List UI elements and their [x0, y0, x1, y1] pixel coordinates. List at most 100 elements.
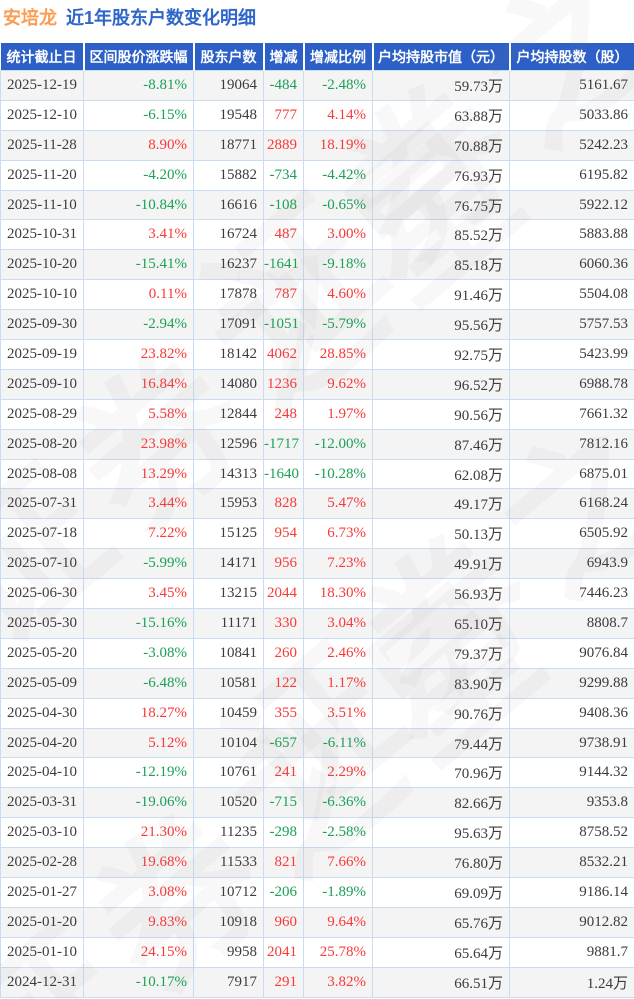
delta-pct-cell: 7.66%	[303, 847, 373, 879]
delta-pct-cell: -6.36%	[303, 787, 373, 819]
avg-value-cell: 70.88万	[372, 129, 510, 161]
holders-cell: 18142	[193, 339, 264, 370]
column-header: 户均持股数（股）	[509, 43, 634, 71]
table-row: 2025-08-08 13.29% 14313 -1640 -10.28% 62.08万 6…	[0, 458, 634, 490]
avg-value-cell: 79.44万	[372, 727, 510, 759]
delta-pct-cell: 18.19%	[303, 129, 373, 161]
delta-cell: 956	[263, 548, 304, 580]
avg-value-cell: 90.56万	[372, 398, 510, 430]
avg-shares-cell: 5883.88	[509, 219, 634, 251]
avg-shares-cell: 8758.52	[509, 817, 634, 849]
holders-cell: 11533	[193, 847, 264, 879]
table-row: 2025-03-10 21.30% 11235 -298 -2.58% 95.63万 875…	[0, 817, 634, 849]
date-cell: 2025-12-19	[0, 70, 84, 101]
avg-value-cell: 65.76万	[372, 906, 510, 938]
delta-cell: 241	[263, 757, 304, 789]
delta-pct-cell: 9.64%	[303, 906, 373, 938]
avg-value-cell: 59.73万	[372, 70, 510, 101]
avg-shares-cell: 5033.86	[509, 99, 634, 131]
avg-shares-cell: 5242.23	[509, 129, 634, 161]
avg-value-cell: 65.64万	[372, 936, 510, 968]
avg-value-cell: 56.93万	[372, 578, 510, 610]
avg-shares-cell: 8532.21	[509, 847, 634, 879]
delta-pct-cell: -5.79%	[303, 309, 373, 341]
avg-value-cell: 62.08万	[372, 458, 510, 490]
delta-cell: -206	[263, 877, 304, 908]
column-header: 增减比例	[303, 43, 374, 71]
delta-cell: -1640	[263, 458, 304, 490]
delta-cell: 2044	[263, 578, 304, 610]
price-change-cell: 24.15%	[83, 936, 194, 968]
shareholder-table: 统计截止日 区间股价涨跌幅 股东户数 增减 增减比例 户均持股市值（元） 户均持股数（股） …	[0, 43, 634, 998]
table-row: 2024-12-31 -10.17% 7917 291 3.82% 66.51万 1.24万	[0, 966, 634, 998]
date-cell: 2025-03-31	[0, 787, 84, 819]
column-header: 增减	[263, 43, 305, 71]
delta-cell: 291	[263, 966, 304, 998]
delta-cell: 2889	[263, 129, 304, 161]
delta-pct-cell: -9.18%	[303, 249, 373, 281]
table-row: 2025-07-31 3.44% 15953 828 5.47% 49.17万 6168.2…	[0, 488, 634, 520]
delta-cell: 355	[263, 697, 304, 729]
table-row: 2025-08-20 23.98% 12596 -1717 -12.00% 87.46万 7…	[0, 428, 634, 460]
date-cell: 2025-05-20	[0, 637, 84, 669]
holders-cell: 14313	[193, 458, 264, 490]
avg-shares-cell: 7446.23	[509, 578, 634, 610]
table-row: 2025-11-20 -4.20% 15882 -734 -4.42% 76.93万 619…	[0, 159, 634, 191]
table-row: 2025-01-27 3.08% 10712 -206 -1.89% 69.09万 9186…	[0, 877, 634, 908]
table-row: 2025-02-28 19.68% 11533 821 7.66% 76.80万 8532.…	[0, 847, 634, 879]
table-row: 2025-11-10 -10.84% 16616 -108 -0.65% 76.75万 59…	[0, 189, 634, 221]
date-cell: 2025-06-30	[0, 578, 84, 610]
avg-value-cell: 79.37万	[372, 637, 510, 669]
date-cell: 2025-12-10	[0, 99, 84, 131]
delta-pct-cell: 6.73%	[303, 518, 373, 550]
price-change-cell: 3.41%	[83, 219, 194, 251]
delta-pct-cell: 3.04%	[303, 608, 373, 639]
delta-cell: 330	[263, 608, 304, 639]
table-row: 2025-04-10 -12.19% 10761 241 2.29% 70.96万 9144…	[0, 757, 634, 789]
table-row: 2025-01-10 24.15% 9958 2041 25.78% 65.64万 9881…	[0, 936, 634, 968]
delta-pct-cell: 1.17%	[303, 667, 373, 699]
delta-cell: -298	[263, 817, 304, 849]
delta-pct-cell: -1.89%	[303, 877, 373, 908]
holders-cell: 10841	[193, 637, 264, 669]
table-row: 2025-03-31 -19.06% 10520 -715 -6.36% 82.66万 93…	[0, 787, 634, 819]
delta-pct-cell: 3.82%	[303, 966, 373, 998]
date-cell: 2025-08-29	[0, 398, 84, 430]
delta-pct-cell: 4.60%	[303, 279, 373, 311]
delta-pct-cell: -2.58%	[303, 817, 373, 849]
table-row: 2025-10-20 -15.41% 16237 -1641 -9.18% 85.18万 6…	[0, 249, 634, 281]
date-cell: 2025-07-31	[0, 488, 84, 520]
avg-value-cell: 76.75万	[372, 189, 510, 221]
price-change-cell: -19.06%	[83, 787, 194, 819]
avg-shares-cell: 9353.8	[509, 787, 634, 819]
delta-pct-cell: -6.11%	[303, 727, 373, 759]
avg-shares-cell: 5504.08	[509, 279, 634, 311]
delta-cell: -657	[263, 727, 304, 759]
delta-pct-cell: 3.00%	[303, 219, 373, 251]
holders-cell: 10761	[193, 757, 264, 789]
holders-cell: 16724	[193, 219, 264, 251]
table-row: 2025-10-10 0.11% 17878 787 4.60% 91.46万 5504.0…	[0, 279, 634, 311]
date-cell: 2025-07-10	[0, 548, 84, 580]
delta-pct-cell: -10.28%	[303, 458, 373, 490]
avg-value-cell: 70.96万	[372, 757, 510, 789]
avg-value-cell: 92.75万	[372, 339, 510, 370]
date-cell: 2025-03-10	[0, 817, 84, 849]
price-change-cell: 9.83%	[83, 906, 194, 938]
avg-value-cell: 76.80万	[372, 847, 510, 879]
holders-cell: 16237	[193, 249, 264, 281]
avg-shares-cell: 9408.36	[509, 697, 634, 729]
delta-cell: 2041	[263, 936, 304, 968]
delta-cell: 4062	[263, 339, 304, 370]
price-change-cell: -5.99%	[83, 548, 194, 580]
delta-pct-cell: 1.97%	[303, 398, 373, 430]
avg-value-cell: 90.76万	[372, 697, 510, 729]
table-row: 2025-11-28 8.90% 18771 2889 18.19% 70.88万 5242…	[0, 129, 634, 161]
table-row: 2025-07-18 7.22% 15125 954 6.73% 50.13万 6505.9…	[0, 518, 634, 550]
date-cell: 2025-09-30	[0, 309, 84, 341]
table-row: 2025-05-30 -15.16% 11171 330 3.04% 65.10万 8808…	[0, 608, 634, 639]
price-change-cell: 21.30%	[83, 817, 194, 849]
table-row: 2025-07-10 -5.99% 14171 956 7.23% 49.91万 6943.…	[0, 548, 634, 580]
price-change-cell: -10.17%	[83, 966, 194, 998]
delta-pct-cell: -0.65%	[303, 189, 373, 221]
